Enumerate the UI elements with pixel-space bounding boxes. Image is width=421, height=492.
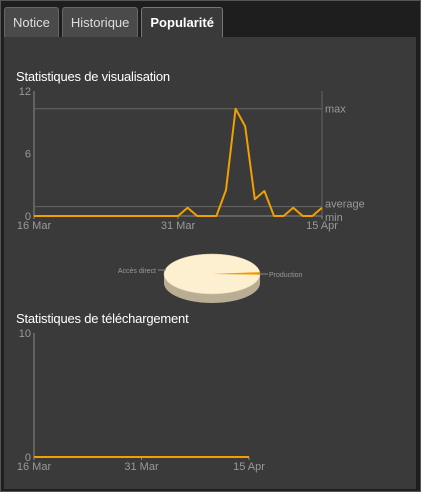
downloads-chart-title: Statistiques de téléchargement [16,311,189,326]
popularity-panel: Statistiques de visualisation Statistiqu… [4,37,416,489]
sources-pie-chart: Accès direct Production [118,253,303,303]
y-tick-label: 0 [25,452,31,464]
tab-popularite[interactable]: Popularité [141,7,223,37]
x-tick-label: 16 Mar [17,220,52,232]
y-tick-label: 0 [25,211,31,223]
y-tick-label: 10 [19,328,31,340]
y-tick-label: 6 [25,149,31,161]
pie-slice-production [212,272,260,275]
pie-label-production: Production [269,272,303,279]
reference-label-average: average [325,199,365,211]
tab-notice[interactable]: Notice [4,7,59,37]
x-tick-label: 31 Mar [124,461,159,473]
reference-label-max: max [325,104,346,116]
x-tick-label: 16 Mar [17,461,52,473]
x-tick-label: 31 Mar [161,220,196,232]
x-tick-label: 15 Apr [306,220,338,232]
y-tick-label: 12 [19,86,31,98]
tab-bar: Notice Historique Popularité [4,7,223,37]
views-chart-title: Statistiques de visualisation [16,69,170,84]
reference-label-min: min [325,212,343,224]
series-line [34,107,323,217]
pie-label-acces-direct: Accès direct [118,268,156,275]
tab-historique[interactable]: Historique [61,7,139,37]
x-tick-label: 15 Apr [233,461,265,473]
